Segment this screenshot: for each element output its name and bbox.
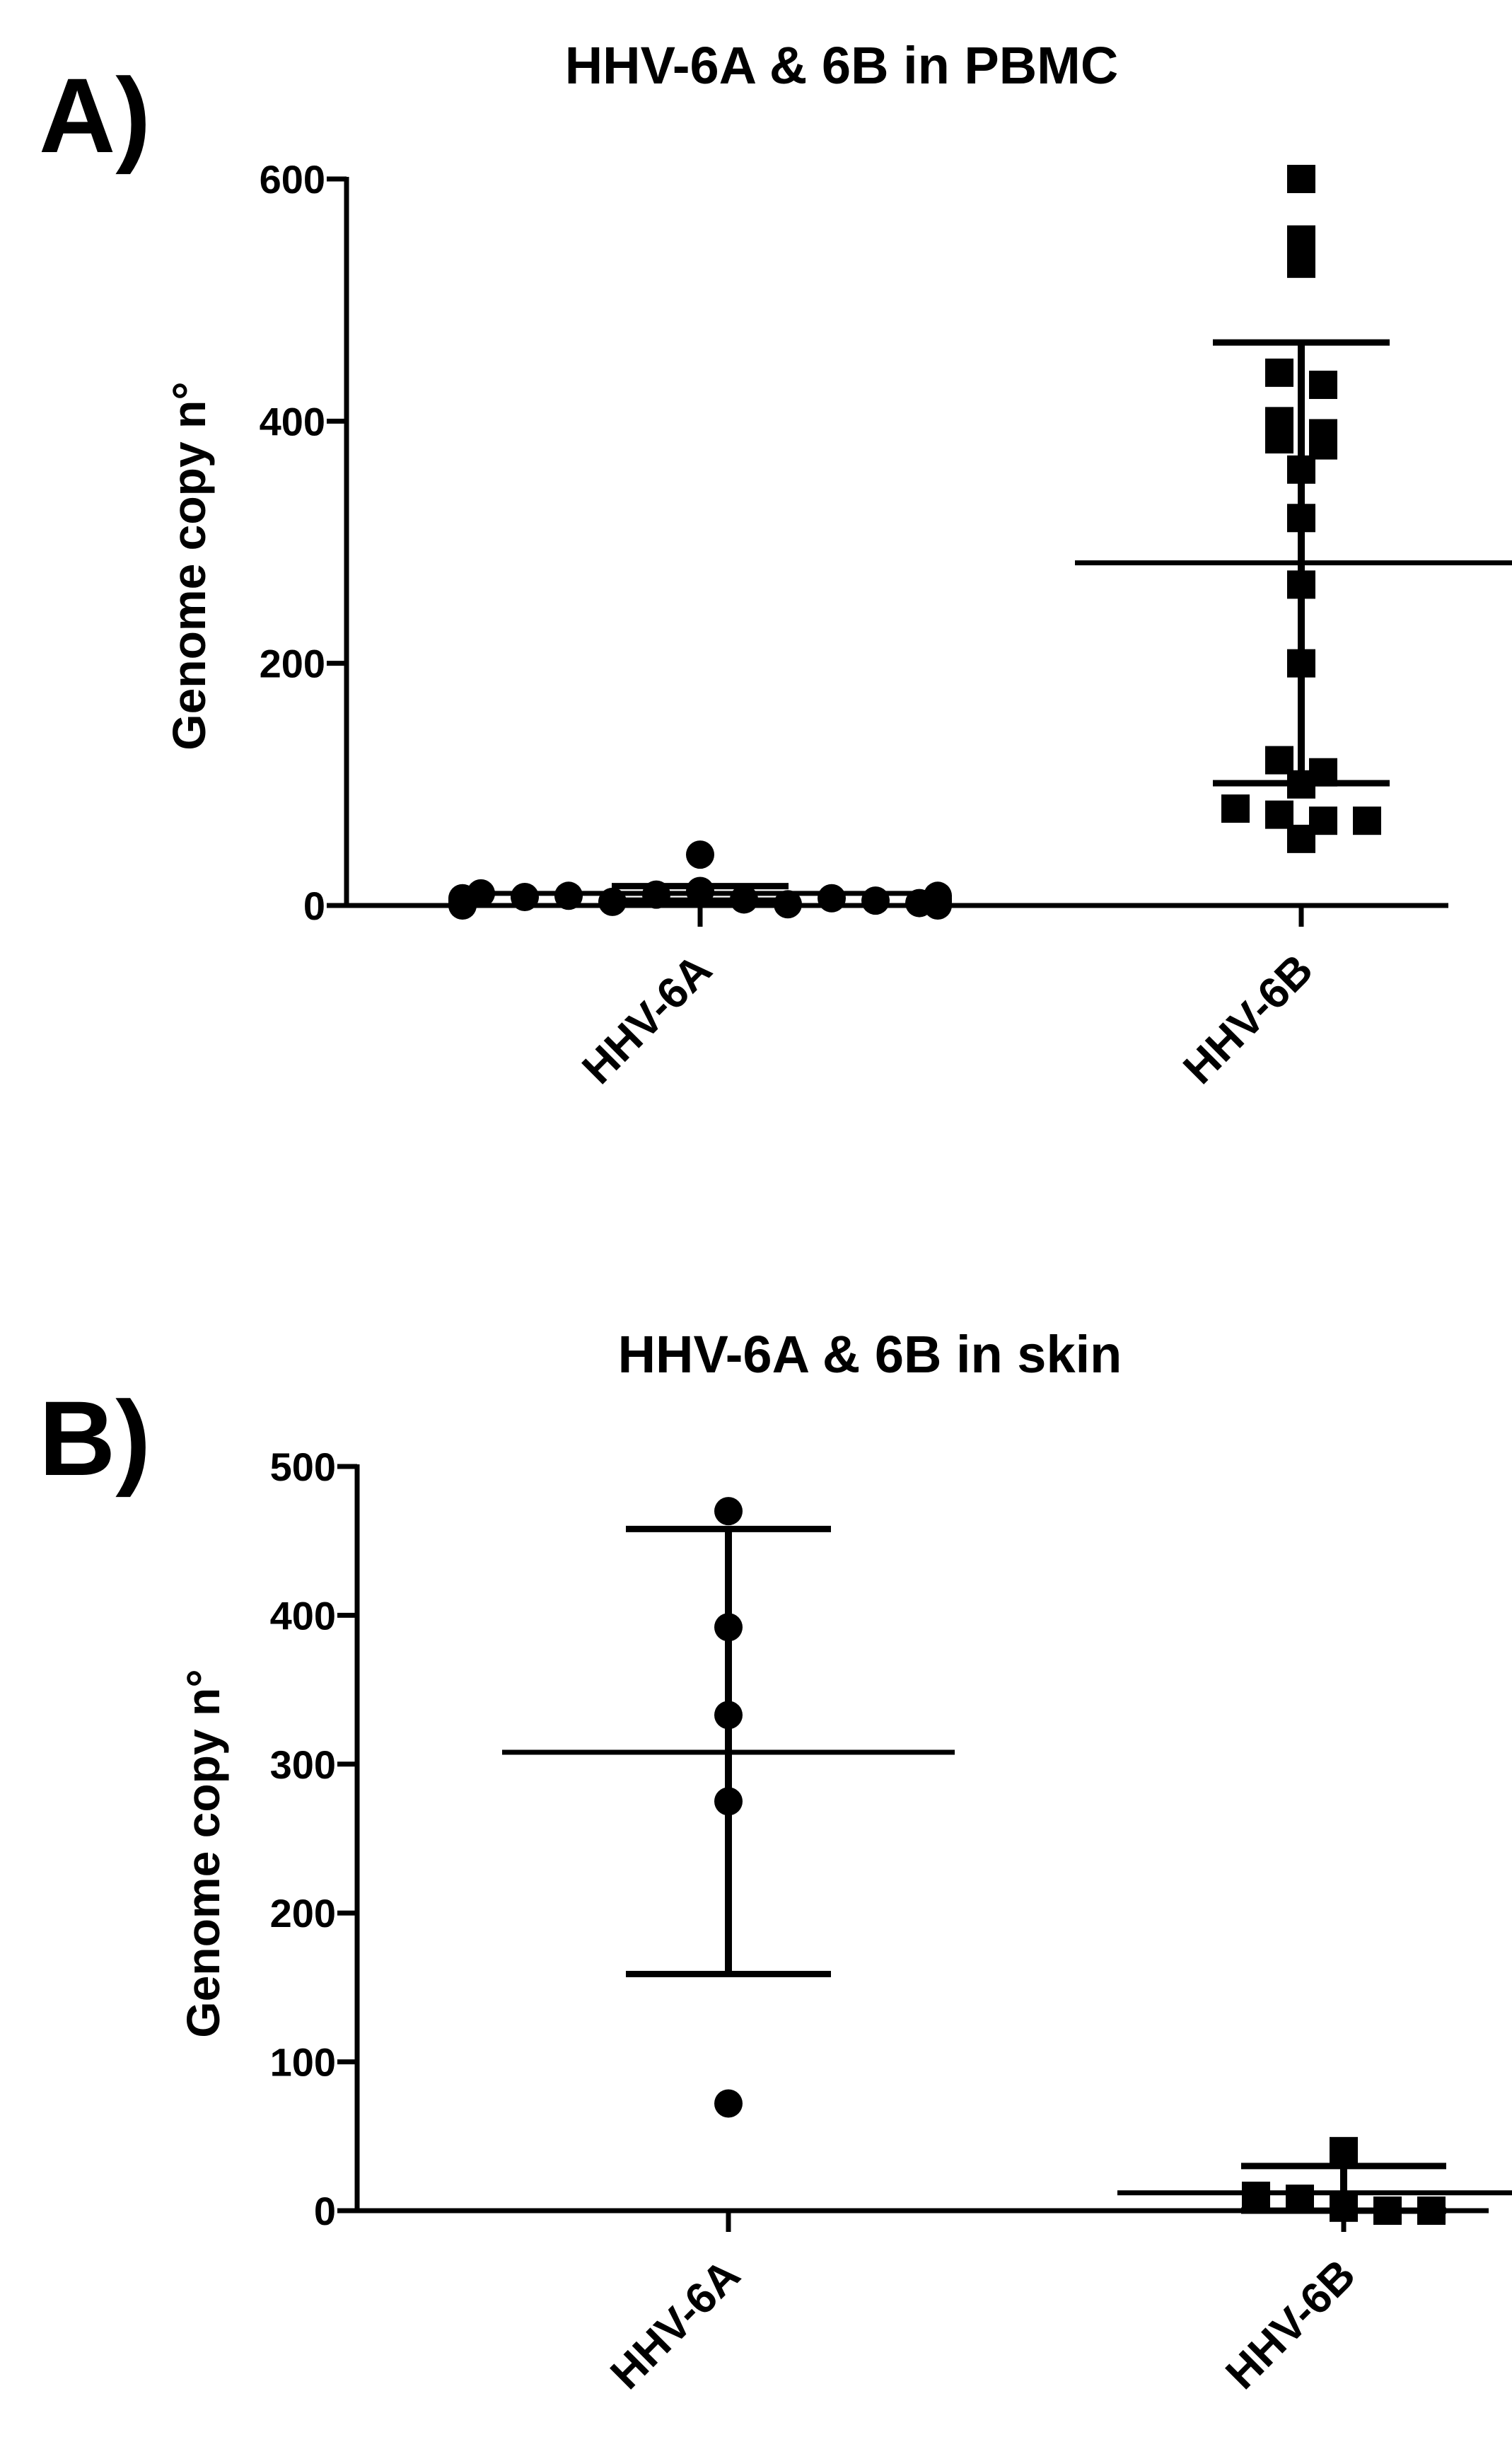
panel-b-data-point-square bbox=[1373, 2197, 1402, 2225]
panel-b-y-tick-label: 500 bbox=[270, 1445, 336, 1489]
panel-b-x-category-label: HHV-6B bbox=[1216, 2250, 1365, 2399]
panel-b-x-categories: HHV-6A HHV-6B bbox=[601, 2211, 1365, 2399]
panel-b-y-axis-label: Genome copy n° bbox=[177, 1669, 229, 2038]
panel-a-y-tick-label: 600 bbox=[260, 157, 325, 202]
panel-b-data-point-circle bbox=[714, 1613, 743, 1642]
panel-a-data-point-square bbox=[1287, 504, 1315, 533]
panel-a-data-point-square bbox=[1221, 794, 1250, 823]
panel-b-data-point-square bbox=[1330, 2136, 1358, 2165]
panel-a-data-point-circle bbox=[730, 885, 758, 914]
panel-b-letter: B) bbox=[39, 1379, 151, 1498]
panel-a-data-point-circle bbox=[861, 886, 890, 915]
panel-b-y-tick-label: 200 bbox=[270, 1891, 336, 1935]
panel-b-data-point-square bbox=[1242, 2181, 1270, 2210]
panel-b-data-point-circle bbox=[714, 1787, 743, 1816]
panel-b-data-point-square bbox=[1417, 2197, 1446, 2225]
panel-a-data-point-square bbox=[1309, 431, 1337, 460]
panel-a-data-point-square bbox=[1287, 249, 1315, 278]
panel-a-data-point-square bbox=[1287, 770, 1315, 799]
panel-a-data-point-circle bbox=[774, 890, 802, 919]
panel-a-data-point-square bbox=[1287, 225, 1315, 254]
panel-b: B) HHV-6A & 6B in skin Genome copy n° 0 1… bbox=[39, 1325, 1512, 2399]
panel-a-data-point-circle bbox=[642, 880, 670, 909]
panel-b-y-tick-label: 400 bbox=[270, 1593, 336, 1638]
panel-a-data-marks bbox=[448, 165, 1512, 920]
panel-a-data-point-circle bbox=[818, 884, 846, 913]
panel-a-y-ticks: 0 200 400 600 bbox=[260, 157, 347, 928]
panel-a-data-point-square bbox=[1287, 649, 1315, 678]
panel-b-data-point-square bbox=[1286, 2185, 1314, 2214]
panel-a-data-point-square bbox=[1265, 358, 1293, 387]
panel-a-data-point-square bbox=[1309, 370, 1337, 399]
panel-a-y-tick-label: 0 bbox=[303, 884, 325, 928]
panel-a-y-axis-label: Genome copy n° bbox=[163, 381, 215, 751]
panel-a-y-tick-label: 200 bbox=[260, 642, 325, 686]
panel-b-y-tick-label: 0 bbox=[314, 2189, 336, 2233]
panel-a-data-point-square bbox=[1265, 425, 1293, 454]
panel-a-data-point-circle bbox=[686, 840, 714, 869]
panel-b-x-category-label: HHV-6A bbox=[601, 2250, 750, 2399]
panel-b-y-ticks: 0 100 200 300 400 500 bbox=[270, 1445, 357, 2233]
panel-a-data-point-square bbox=[1353, 806, 1381, 835]
panel-a-data-point-square bbox=[1265, 800, 1293, 829]
panel-a-data-point-square bbox=[1287, 455, 1315, 484]
panel-b-y-tick-label: 100 bbox=[270, 2040, 336, 2085]
panel-a-data-point-square bbox=[1287, 824, 1315, 853]
panel-b-y-tick-label: 300 bbox=[270, 1742, 336, 1787]
panel-a-data-point-circle bbox=[686, 876, 714, 905]
panel-a: A) HHV-6A & 6B in PBMC Genome copy n° 0 2… bbox=[39, 36, 1512, 1094]
panel-a-title: HHV-6A & 6B in PBMC bbox=[565, 36, 1119, 95]
panel-a-x-categories: HHV-6A HHV-6B bbox=[573, 905, 1322, 1094]
panel-a-data-point-circle bbox=[924, 886, 952, 915]
panel-a-data-point-circle bbox=[467, 879, 495, 908]
panel-a-y-tick-label: 400 bbox=[260, 399, 325, 444]
panel-b-data-marks bbox=[502, 1497, 1512, 2225]
panel-b-data-point-square bbox=[1330, 2193, 1358, 2222]
panel-b-title: HHV-6A & 6B in skin bbox=[618, 1325, 1122, 1384]
panel-a-data-point-circle bbox=[511, 883, 539, 912]
panel-b-data-point-circle bbox=[714, 2089, 743, 2118]
panel-a-data-point-square bbox=[1287, 165, 1315, 193]
panel-b-data-point-circle bbox=[714, 1497, 743, 1526]
panel-a-data-point-circle bbox=[554, 881, 583, 910]
panel-a-data-point-square bbox=[1287, 570, 1315, 599]
panel-a-data-point-square bbox=[1265, 746, 1293, 775]
panel-b-data-point-circle bbox=[714, 1701, 743, 1730]
panel-a-letter: A) bbox=[39, 56, 151, 175]
panel-a-x-category-label: HHV-6B bbox=[1174, 945, 1322, 1094]
panel-a-data-point-circle bbox=[598, 887, 627, 916]
panel-a-x-category-label: HHV-6A bbox=[573, 945, 721, 1094]
